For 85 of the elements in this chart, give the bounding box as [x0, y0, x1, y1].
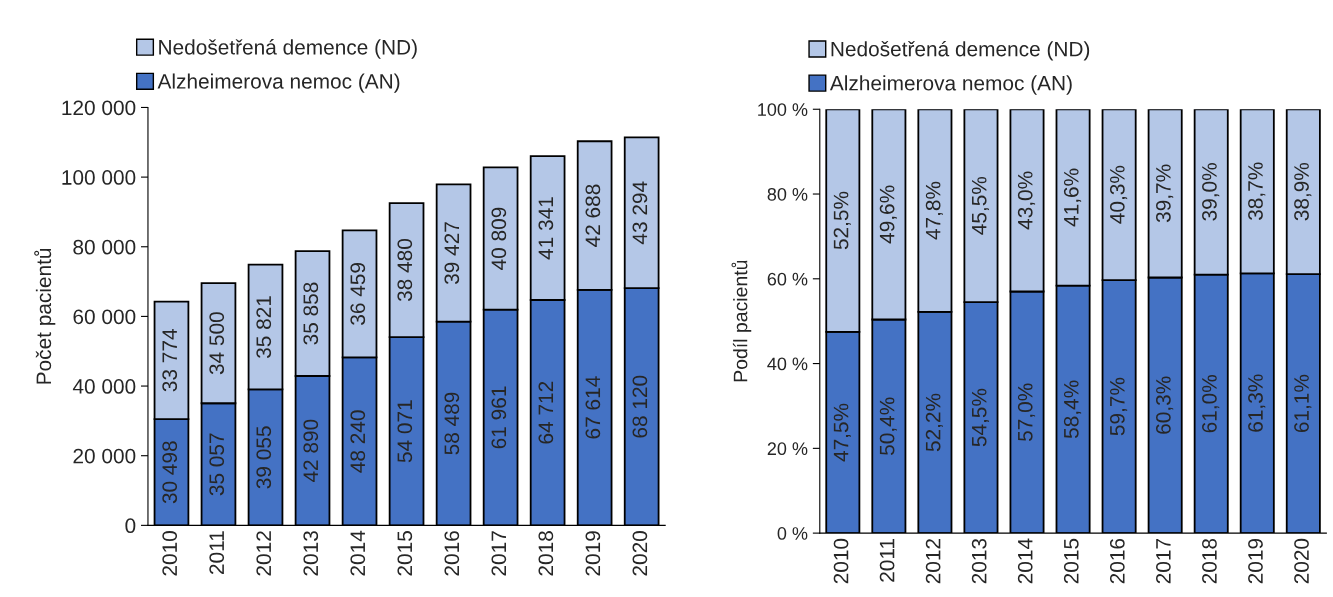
x-tick-label: 2019	[1248, 538, 1263, 584]
y-tick-label: 20 %	[767, 442, 808, 456]
data-label: 43 294	[632, 181, 648, 245]
x-tick-label: 2010	[833, 538, 849, 584]
x-tick-label: 2018	[1202, 538, 1217, 584]
data-label: 40 809	[491, 207, 507, 270]
x-tick-label: 2017	[1156, 539, 1171, 584]
legend-label: Alzheimerova nemoc (AN)	[829, 75, 1072, 95]
y-tick-label: 100 000	[62, 170, 136, 185]
y-tick-label: 0 %	[777, 527, 808, 540]
y-tick-label: 60 %	[767, 272, 808, 286]
data-label: 39,7%	[1156, 164, 1174, 223]
data-label: 67 614	[585, 376, 601, 439]
data-label: 42 890	[303, 419, 319, 483]
data-label: 61,3%	[1248, 374, 1266, 432]
data-label: 61,1%	[1294, 374, 1312, 433]
data-label: 59,7%	[1109, 377, 1128, 436]
data-label: 39 427	[444, 222, 460, 285]
data-label: 61 961	[491, 386, 507, 449]
y-tick-label: 60 000	[73, 309, 136, 325]
legend-label: Nedošetřená demence (ND)	[159, 39, 417, 59]
y-tick-label: 100 %	[758, 103, 808, 116]
x-tick-label: 2016	[444, 531, 460, 576]
x-tick-label: 2010	[162, 531, 178, 576]
data-label: 57,0%	[1017, 383, 1036, 442]
data-label: 35 821	[256, 296, 272, 359]
data-label: 58,4%	[1063, 380, 1082, 439]
y-tick-label: 20 000	[73, 448, 136, 464]
data-label: 30 498	[162, 441, 178, 504]
y-tick-label: 40 000	[72, 379, 136, 394]
data-label: 49,6%	[879, 185, 897, 244]
x-tick-label: 2014	[1017, 538, 1033, 584]
data-label: 38,7%	[1248, 162, 1266, 221]
data-label: 36 459	[350, 263, 366, 325]
data-label: 61,0%	[1202, 375, 1220, 433]
data-label: 52,5%	[833, 191, 851, 250]
y-tick-label: 0	[125, 518, 136, 534]
data-label: 52,2%	[925, 393, 943, 452]
x-tick-label: 2013	[971, 538, 987, 584]
data-label: 64 712	[538, 381, 554, 444]
x-tick-label: 2014	[350, 530, 366, 576]
data-label: 48 240	[350, 410, 366, 473]
x-tick-label: 2018	[538, 531, 554, 576]
data-label: 35 057	[209, 433, 225, 496]
data-label: 39,0%	[1202, 163, 1220, 221]
legend-label: Nedošetřená demence (ND)	[831, 40, 1090, 61]
data-label: 34 500	[209, 312, 225, 375]
data-label: 47,5%	[833, 403, 851, 462]
y-tick-label: 80 %	[767, 187, 808, 201]
y-tick-label: 40 %	[767, 357, 808, 371]
data-label: 39 055	[256, 426, 272, 489]
data-label: 38 480	[397, 239, 413, 302]
data-label: 35 858	[303, 282, 319, 345]
x-tick-label: 2017	[491, 531, 507, 576]
data-label: 41 341	[538, 197, 554, 260]
x-tick-label: 2011	[879, 538, 895, 582]
x-tick-label: 2012	[256, 531, 272, 576]
data-label: 43,0%	[1017, 171, 1036, 230]
y-tick-label: 80 000	[73, 239, 136, 255]
y-tick-label: 120 000	[62, 100, 136, 116]
x-tick-label: 2015	[397, 531, 413, 576]
data-label: 60,3%	[1156, 376, 1174, 434]
x-tick-label: 2016	[1109, 538, 1125, 584]
data-label: 41,6%	[1063, 168, 1082, 227]
y-axis-title: Počet pacientů	[34, 248, 56, 384]
x-tick-label: 2011	[209, 531, 225, 574]
x-tick-label: 2020	[1294, 538, 1309, 584]
data-label: 42 688	[585, 184, 601, 247]
data-label: 68 120	[632, 375, 648, 438]
data-label: 45,5%	[971, 176, 990, 235]
data-label: 54 071	[397, 400, 413, 463]
data-label: 54,5%	[971, 388, 990, 447]
y-axis-title: Podíl pacientů	[731, 260, 752, 382]
data-label: 50,4%	[879, 397, 897, 456]
x-tick-label: 2019	[585, 531, 601, 576]
x-tick-label: 2013	[303, 531, 319, 576]
data-label: 33 774	[162, 329, 178, 392]
data-label: 38,9%	[1294, 162, 1312, 221]
data-label: 58 489	[444, 392, 460, 455]
data-label: 40,3%	[1109, 165, 1128, 224]
x-tick-label: 2020	[632, 531, 648, 576]
x-tick-label: 2015	[1063, 538, 1079, 584]
legend-label: Alzheimerova nemoc (AN)	[157, 73, 400, 93]
data-label: 47,8%	[925, 181, 943, 240]
x-tick-label: 2012	[925, 539, 941, 584]
